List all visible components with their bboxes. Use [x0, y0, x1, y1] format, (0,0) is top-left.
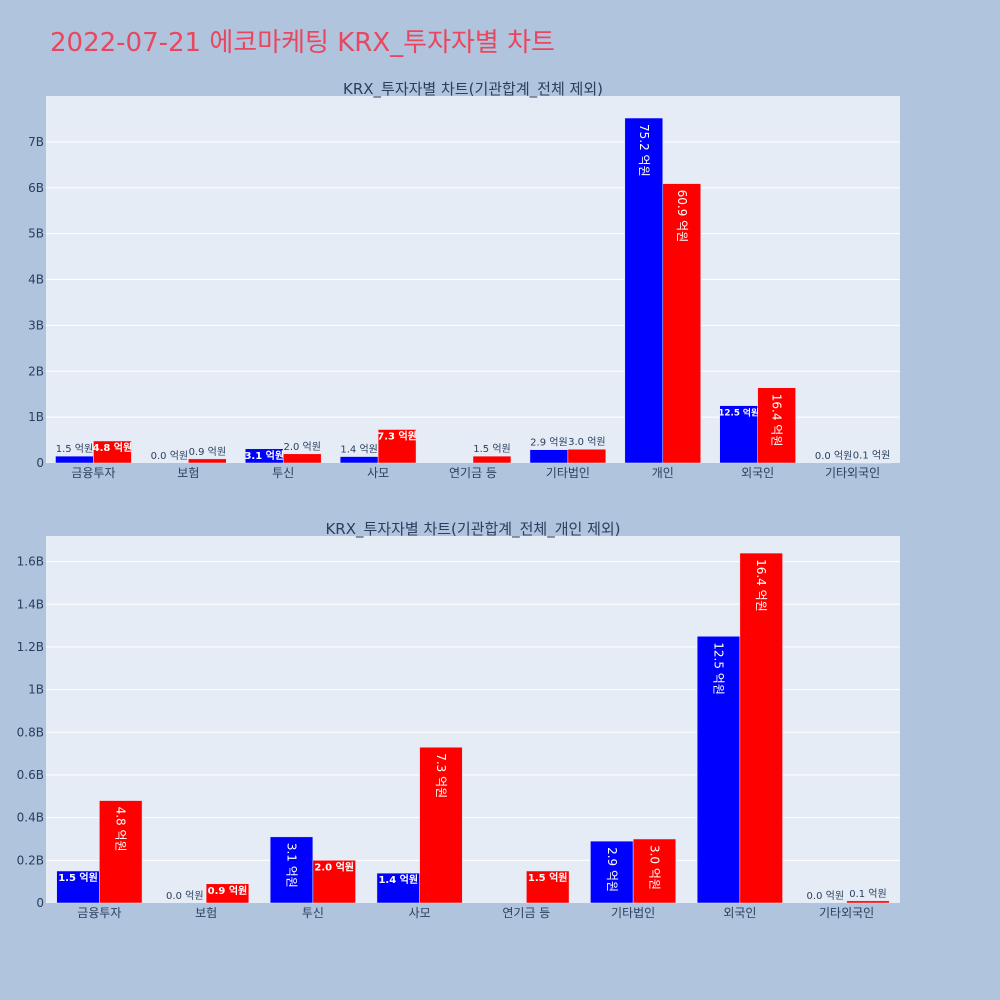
x-tick-label: 개인: [652, 466, 674, 480]
data-label: 0.0 억원: [807, 890, 844, 902]
data-label: 12.5 억원: [712, 642, 726, 695]
bar-sell: [739, 552, 783, 904]
y-tick-label: 1B: [28, 410, 44, 424]
data-label: 1.4 억원: [340, 444, 377, 456]
bar-sell: [188, 458, 227, 464]
bar-buy: [529, 449, 569, 464]
bar-sell: [526, 870, 570, 904]
data-label: 2.0 억원: [314, 860, 354, 873]
data-label: 0.1 억원: [853, 450, 890, 462]
data-label: 75.2 억원: [637, 124, 651, 177]
y-tick-label: 6B: [28, 181, 44, 195]
bar-sell: [472, 455, 512, 464]
bar-sell: [99, 800, 143, 904]
x-tick-label: 금융투자: [71, 466, 115, 480]
bar-sell: [419, 746, 463, 904]
bar-sell: [312, 860, 356, 904]
data-label: 7.3 억원: [377, 430, 417, 443]
x-tick-label: 보험: [177, 466, 199, 480]
x-tick-label: 보험: [195, 906, 217, 920]
bar-sell: [282, 453, 322, 464]
data-label: 3.1 억원: [285, 843, 299, 888]
data-label: 3.0 억원: [568, 436, 605, 448]
bar-buy: [590, 840, 634, 904]
data-label: 1.5 억원: [473, 443, 510, 455]
bar-sell: [377, 429, 417, 464]
data-label: 12.5 억원: [718, 407, 759, 419]
x-tick-label: 기타외국인: [819, 906, 874, 920]
x-tick-label: 투신: [272, 466, 294, 480]
bar-sell: [846, 900, 890, 904]
data-label: 7.3 억원: [434, 753, 448, 798]
bar-sell: [567, 448, 607, 464]
data-label: 4.8 억원: [93, 441, 133, 454]
y-tick-label: 0: [36, 896, 44, 910]
y-tick-label: 1.2B: [17, 640, 44, 654]
data-label: 2.9 억원: [530, 437, 567, 449]
x-tick-label: 금융투자: [77, 906, 121, 920]
data-label: 1.5 억원: [58, 871, 98, 884]
y-tick-label: 1.4B: [17, 597, 44, 611]
x-tick-label: 투신: [302, 906, 324, 920]
bar-buy: [624, 117, 664, 464]
data-label: 2.0 억원: [283, 441, 320, 453]
chart-1: KRX_투자자별 차트(기관합계_전체 제외) 0 1B 2B 3B 4B 5B 6B 7B 금융…: [28, 80, 900, 480]
data-label: 0.9 억원: [208, 884, 248, 897]
bar-sell: [757, 387, 796, 464]
data-label: 2.9 억원: [605, 847, 619, 892]
data-label: 0.0 억원: [166, 890, 203, 902]
x-tick-label: 기타외국인: [825, 466, 880, 480]
x-tick-label: 기타법인: [546, 466, 590, 480]
data-label: 0.0 억원: [151, 450, 188, 462]
y-tick-label: 0.2B: [17, 853, 44, 867]
chart-title: KRX_투자자별 차트(기관합계_전체_개인 제외): [325, 520, 620, 539]
bar-sell: [632, 838, 677, 904]
chart-title: KRX_투자자별 차트(기관합계_전체 제외): [343, 80, 603, 99]
bar-buy: [269, 836, 314, 904]
y-tick-label: 3B: [28, 318, 44, 332]
page-title: 2022-07-21 에코마케팅 KRX_투자자별 차트: [50, 28, 555, 58]
data-label: 0.0 억원: [815, 450, 852, 462]
x-tick-label: 사모: [409, 906, 431, 920]
y-tick-label: 1.6B: [17, 555, 44, 569]
bar-buy: [376, 872, 420, 904]
x-tick-label: 외국인: [723, 906, 756, 920]
bar-sell: [205, 883, 250, 904]
data-label: 16.4 억원: [754, 559, 768, 612]
data-label: 3.0 억원: [647, 845, 661, 890]
data-label: 0.9 억원: [189, 446, 226, 458]
y-tick-label: 0: [36, 456, 44, 470]
data-label: 1.4 억원: [378, 873, 418, 886]
bar-sell: [662, 183, 701, 464]
bar-buy: [719, 405, 758, 464]
bar-buy: [696, 636, 741, 904]
y-tick-label: 0.8B: [17, 725, 44, 739]
data-label: 1.5 억원: [528, 871, 568, 884]
bar-sell: [93, 440, 132, 464]
y-tick-label: 7B: [28, 135, 44, 149]
chart-2: KRX_투자자별 차트(기관합계_전체_개인 제외) 0 0.2B 0.4B 0.6B 0…: [17, 520, 900, 920]
x-tick-label: 연기금 등: [502, 906, 550, 920]
y-tick-label: 0.4B: [17, 811, 44, 825]
bar-buy: [56, 870, 100, 904]
y-tick-label: 0.6B: [17, 768, 44, 782]
data-label: 4.8 억원: [114, 807, 128, 852]
data-label: 16.4 억원: [770, 394, 784, 447]
data-label: 60.9 억원: [675, 190, 689, 243]
x-tick-label: 기타법인: [611, 906, 655, 920]
data-label: 1.5 억원: [56, 443, 93, 455]
x-tick-label: 사모: [367, 466, 389, 480]
data-label: 0.1 억원: [849, 888, 886, 900]
y-tick-label: 4B: [28, 273, 44, 287]
x-tick-label: 외국인: [741, 466, 774, 480]
y-tick-label: 2B: [28, 364, 44, 378]
bar-buy: [339, 456, 379, 464]
y-tick-label: 5B: [28, 227, 44, 241]
data-label: 3.1 억원: [244, 449, 284, 462]
x-tick-label: 연기금 등: [449, 466, 497, 480]
bar-buy: [55, 455, 94, 464]
y-tick-label: 1B: [28, 683, 44, 697]
